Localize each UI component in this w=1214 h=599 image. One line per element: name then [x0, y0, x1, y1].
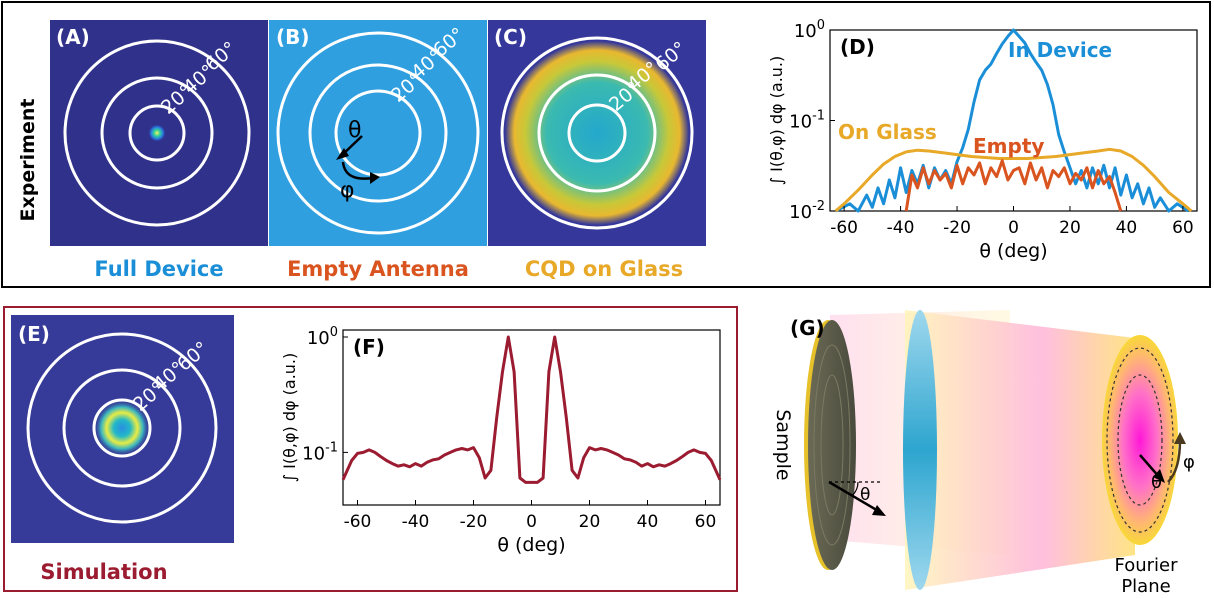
sample-grating	[820, 374, 844, 516]
plot-area	[342, 329, 721, 506]
ring-20	[567, 103, 627, 163]
annotation-in-device: In Device	[1008, 38, 1112, 62]
y-tick-label: 100	[794, 18, 825, 42]
chart-d: -60 -40 -20 0 20 40 60 10-2 10-1 100 θ (deg) ∫ I(θ,…	[767, 18, 1198, 262]
sample-angle-arc	[851, 481, 859, 497]
y-axis-label: ∫ I(θ,φ) dφ (a.u.)	[280, 353, 299, 483]
sample-emission-arrowhead	[872, 505, 886, 516]
sample-disk	[808, 320, 856, 570]
x-tick-label: -60	[830, 218, 858, 238]
x-tick-label: 60	[1172, 218, 1194, 238]
fourier-theta-symbol: θ	[1151, 472, 1162, 493]
lens	[903, 310, 937, 590]
ring-20	[92, 398, 152, 458]
panel-e-ring-glow	[94, 400, 150, 456]
chart-f: -60 -40 -20 0 20 40 60 10-1 100 θ (deg) ∫ I(θ,φ) d…	[280, 325, 722, 556]
x-tick-label: 20	[1059, 218, 1081, 238]
fourier-ring-outer	[1106, 347, 1174, 533]
fourier-phi-symbol: φ	[1183, 452, 1195, 473]
fourier-plane	[1102, 335, 1178, 545]
panel-a-caption: Full Device	[94, 257, 223, 281]
panel-a-spot	[148, 124, 166, 142]
ring-20	[128, 104, 186, 162]
x-tick-label: 40	[637, 512, 659, 532]
fourier-label-line2: Plane	[1121, 576, 1170, 595]
x-tick-label: -20	[943, 218, 971, 238]
series-line-in-device	[834, 28, 1190, 213]
panel-g-tag: (G)	[790, 316, 825, 340]
phi-arrow	[341, 161, 374, 180]
x-tick-label: -20	[460, 512, 488, 532]
fourier-ring-inner	[1117, 374, 1163, 506]
panel-b-image	[269, 20, 487, 246]
x-tick-label: -40	[402, 512, 430, 532]
experiment-frame	[1, 1, 1211, 288]
series-line-empty	[904, 159, 1123, 212]
x-tick-label: 0	[526, 512, 537, 532]
panel-b: 20° 40° 60° θ φ (B) Empty Antenna	[269, 20, 487, 281]
x-tick-label: 60	[695, 512, 717, 532]
annotation-on-glass: On Glass	[838, 120, 937, 144]
ring-40	[62, 368, 182, 488]
panel-e-tag: (E)	[18, 322, 50, 346]
fourier-phi-arrow	[1167, 439, 1182, 483]
series-line-simulation	[341, 335, 722, 484]
x-tick-label: -60	[344, 512, 372, 532]
ring-20	[334, 89, 422, 177]
x-tick-label: 0	[1008, 218, 1019, 238]
chart-tag: (F)	[353, 335, 385, 359]
y-axis-label: ∫ I(θ,φ) dφ (a.u.)	[767, 56, 786, 186]
fourier-phi-arrowhead	[1174, 432, 1186, 444]
ring-40	[308, 63, 448, 203]
panel-e-caption: Simulation	[40, 560, 167, 584]
panel-b-tag: (B)	[276, 25, 310, 49]
panel-c-caption: CQD on Glass	[525, 257, 683, 281]
theta-arrowhead	[336, 148, 349, 160]
fourier-label-line1: Fourier	[1114, 555, 1178, 576]
ring-60	[63, 39, 251, 227]
sample-grating	[813, 344, 851, 546]
sample-label: Sample	[772, 409, 794, 480]
theta-symbol: θ	[348, 118, 361, 143]
panel-c-tag: (C)	[494, 25, 527, 49]
ring-40	[537, 73, 657, 193]
x-axis-label: θ (deg)	[979, 240, 1047, 262]
x-tick-label: 20	[579, 512, 601, 532]
panel-e: 20° 40° 60° (E) Simulation	[11, 315, 234, 584]
ring-40	[100, 76, 214, 190]
x-tick-label: -40	[887, 218, 915, 238]
ring-60	[26, 332, 218, 524]
light-cone-far	[905, 310, 1135, 590]
sample-emission-arrow	[828, 480, 881, 514]
x-tick-label: 40	[1116, 218, 1138, 238]
x-axis-label: θ (deg)	[497, 534, 565, 556]
ring-60	[276, 31, 480, 235]
panel-a-tag: (A)	[56, 25, 90, 49]
phi-arrowhead	[370, 172, 380, 184]
plot-area	[829, 29, 1198, 212]
panel-g: θ φ θ (G) Sample Fourier Plane	[772, 310, 1195, 597]
y-tick-label: 10-1	[789, 109, 825, 133]
ring-60	[500, 36, 694, 230]
annotation-empty: Empty	[973, 134, 1044, 158]
fourier-theta-arrowhead	[1153, 469, 1165, 483]
simulation-frame	[3, 306, 738, 592]
y-tick-label: 100	[307, 325, 338, 349]
panel-c: 20° 40° 60° (C) CQD on Glass	[488, 20, 706, 281]
series-line-on-glass	[834, 147, 1193, 213]
experiment-label: Experiment	[17, 99, 39, 222]
panel-b-caption: Empty Antenna	[287, 257, 469, 281]
panel-a: 20° 40° 60° (A) Full Device	[50, 20, 268, 281]
phi-symbol: φ	[340, 178, 355, 203]
panel-c-glow	[505, 41, 689, 225]
sample-theta-symbol: θ	[860, 485, 870, 505]
y-tick-label: 10-2	[789, 199, 825, 223]
y-tick-label: 10-1	[302, 440, 338, 464]
chart-tag: (D)	[840, 35, 875, 59]
